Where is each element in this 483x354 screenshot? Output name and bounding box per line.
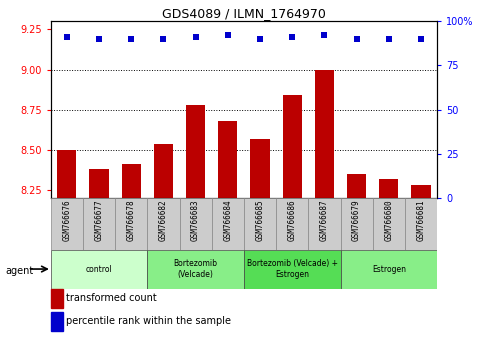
Bar [373, 198, 405, 250]
Bar [283, 95, 302, 198]
Text: GSM766685: GSM766685 [256, 200, 265, 241]
Point [63, 34, 71, 40]
Point [256, 36, 264, 42]
Text: GSM766687: GSM766687 [320, 200, 329, 241]
Point [417, 36, 425, 42]
Bar [379, 179, 398, 198]
Text: control: control [85, 264, 113, 274]
Bar [57, 150, 76, 198]
Bar [315, 69, 334, 198]
Bar [51, 250, 147, 289]
Bar [122, 165, 141, 198]
Text: GSM766683: GSM766683 [191, 200, 200, 241]
Point [321, 33, 328, 38]
Text: GSM766676: GSM766676 [62, 200, 71, 241]
Point [192, 34, 199, 40]
Bar [412, 185, 431, 198]
Text: GSM766686: GSM766686 [288, 200, 297, 241]
Title: GDS4089 / ILMN_1764970: GDS4089 / ILMN_1764970 [162, 7, 326, 20]
Text: GSM766680: GSM766680 [384, 200, 393, 241]
Bar [115, 198, 147, 250]
Bar [341, 198, 373, 250]
Bar [154, 143, 173, 198]
Bar [218, 121, 238, 198]
Bar [51, 198, 83, 250]
Bar [308, 198, 341, 250]
Bar [276, 198, 308, 250]
Text: transformed count: transformed count [66, 293, 157, 303]
Bar [347, 174, 366, 198]
Bar [89, 169, 109, 198]
Text: agent: agent [6, 266, 34, 276]
Text: GSM766678: GSM766678 [127, 200, 136, 241]
Text: GSM766677: GSM766677 [95, 200, 103, 241]
Bar [341, 250, 437, 289]
Bar [250, 139, 270, 198]
Point [353, 36, 360, 42]
Point [385, 36, 393, 42]
Text: GSM766679: GSM766679 [352, 200, 361, 241]
Bar [83, 198, 115, 250]
Bar [405, 198, 437, 250]
Bar [180, 198, 212, 250]
Point [288, 34, 296, 40]
Text: Bortezomib (Velcade) +
Estrogen: Bortezomib (Velcade) + Estrogen [247, 259, 338, 279]
Point [159, 36, 167, 42]
Text: GSM766681: GSM766681 [416, 200, 426, 241]
Bar [147, 250, 244, 289]
Point [224, 33, 232, 38]
Text: GSM766682: GSM766682 [159, 200, 168, 241]
Bar [147, 198, 180, 250]
Point [95, 36, 103, 42]
Bar [212, 198, 244, 250]
Bar [244, 198, 276, 250]
Text: Estrogen: Estrogen [372, 264, 406, 274]
Text: percentile rank within the sample: percentile rank within the sample [66, 316, 231, 326]
Bar [244, 250, 341, 289]
Bar [186, 105, 205, 198]
Text: GSM766684: GSM766684 [223, 200, 232, 241]
Text: Bortezomib
(Velcade): Bortezomib (Velcade) [173, 259, 218, 279]
Point [128, 36, 135, 42]
